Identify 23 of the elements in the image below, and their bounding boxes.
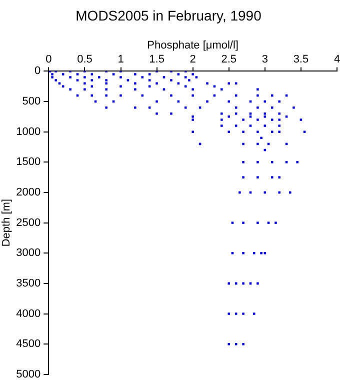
x-tick-label: 1: [118, 54, 124, 66]
x-tick-label: 2: [190, 54, 196, 66]
y-tick-label: 2500: [16, 216, 41, 229]
x-tick-label: 4: [334, 54, 340, 66]
x-tick-label: 3.5: [293, 54, 309, 66]
x-tick-label: 0: [46, 54, 52, 66]
y-tick-label: 4000: [16, 308, 41, 320]
x-tick-label: 2.5: [221, 54, 237, 66]
y-tick-label: 2000: [16, 186, 41, 199]
x-tick-label: 1.5: [149, 54, 164, 66]
y-tick-label: 1000: [16, 126, 41, 138]
y-tick-label: 5000: [16, 368, 41, 380]
chart-title: MODS2005 in February, 1990: [76, 7, 262, 24]
x-tick-label: 3: [262, 54, 268, 66]
y-tick-label: 500: [22, 96, 41, 108]
y-tick-label: 0: [34, 65, 41, 78]
y-tick-label: 3000: [16, 247, 41, 260]
x-axis-title: Phosphate [μmol/l]: [147, 39, 239, 52]
y-tick-label: 1500: [16, 156, 41, 168]
x-tick-label: 0.5: [77, 54, 92, 66]
y-axis-title: Depth [m]: [0, 198, 13, 247]
y-tick-label: 3500: [16, 277, 41, 290]
y-tick-label: 4500: [16, 338, 41, 350]
